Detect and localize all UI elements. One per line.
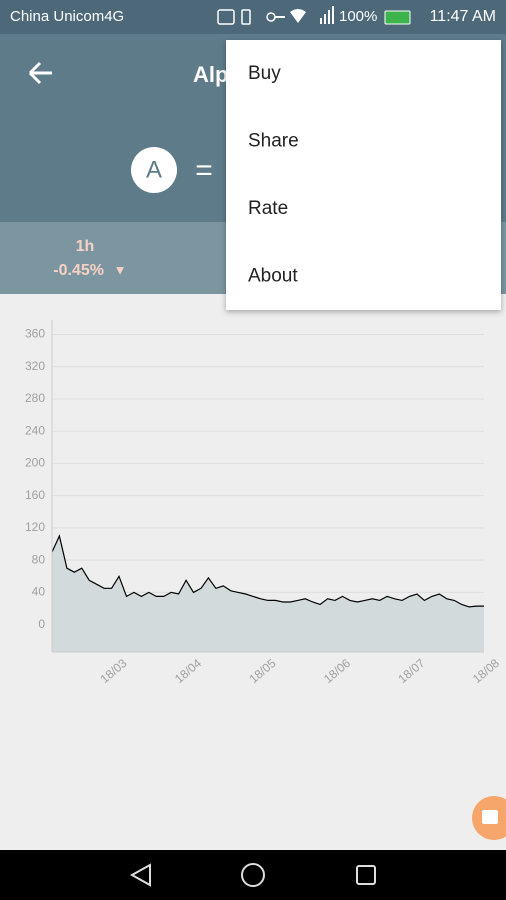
nav-home[interactable]: [241, 863, 265, 887]
y-tick-label: 120: [25, 520, 45, 534]
y-tick-label: 200: [25, 456, 45, 470]
y-tick-label: 360: [25, 327, 45, 341]
equals: =: [195, 154, 213, 187]
area: [52, 536, 484, 652]
y-tick-label: 240: [25, 423, 45, 437]
change: -0.45%: [53, 262, 104, 279]
status-icons: [217, 6, 411, 25]
menu-item-label: Rate: [248, 198, 288, 219]
battery-percent: 100%: [339, 8, 377, 25]
status-bar: [0, 0, 506, 34]
symbol-badge: [131, 147, 177, 193]
back-button[interactable]: [28, 61, 52, 85]
menu-panel: [226, 40, 501, 310]
menu-item-label: Buy: [248, 63, 281, 84]
change-arrow: ▼: [114, 262, 127, 277]
carrier: China Unicom4G: [10, 8, 124, 25]
menu-items: Buy Share Rate About: [248, 63, 299, 287]
nav-bar: [0, 850, 506, 900]
menu-item-label: About: [248, 266, 298, 287]
y-tick-label: 0: [38, 617, 45, 631]
y-tick-label: 320: [25, 359, 45, 373]
y-tick-label: 80: [32, 552, 46, 566]
title: Alp: [193, 62, 228, 87]
y-tick-label: 40: [32, 585, 46, 599]
nav-recent[interactable]: [356, 865, 376, 885]
clock: 11:47 AM: [430, 8, 496, 25]
period: 1h: [76, 238, 95, 255]
y-tick-label: 280: [25, 391, 45, 405]
nav-back[interactable]: [129, 863, 151, 887]
float-icon: [482, 810, 498, 824]
symbol: A: [146, 156, 162, 183]
menu: [226, 40, 501, 310]
menu-item-label: Share: [248, 131, 299, 152]
y-tick-label: 160: [25, 488, 45, 502]
line: [51, 534, 484, 608]
